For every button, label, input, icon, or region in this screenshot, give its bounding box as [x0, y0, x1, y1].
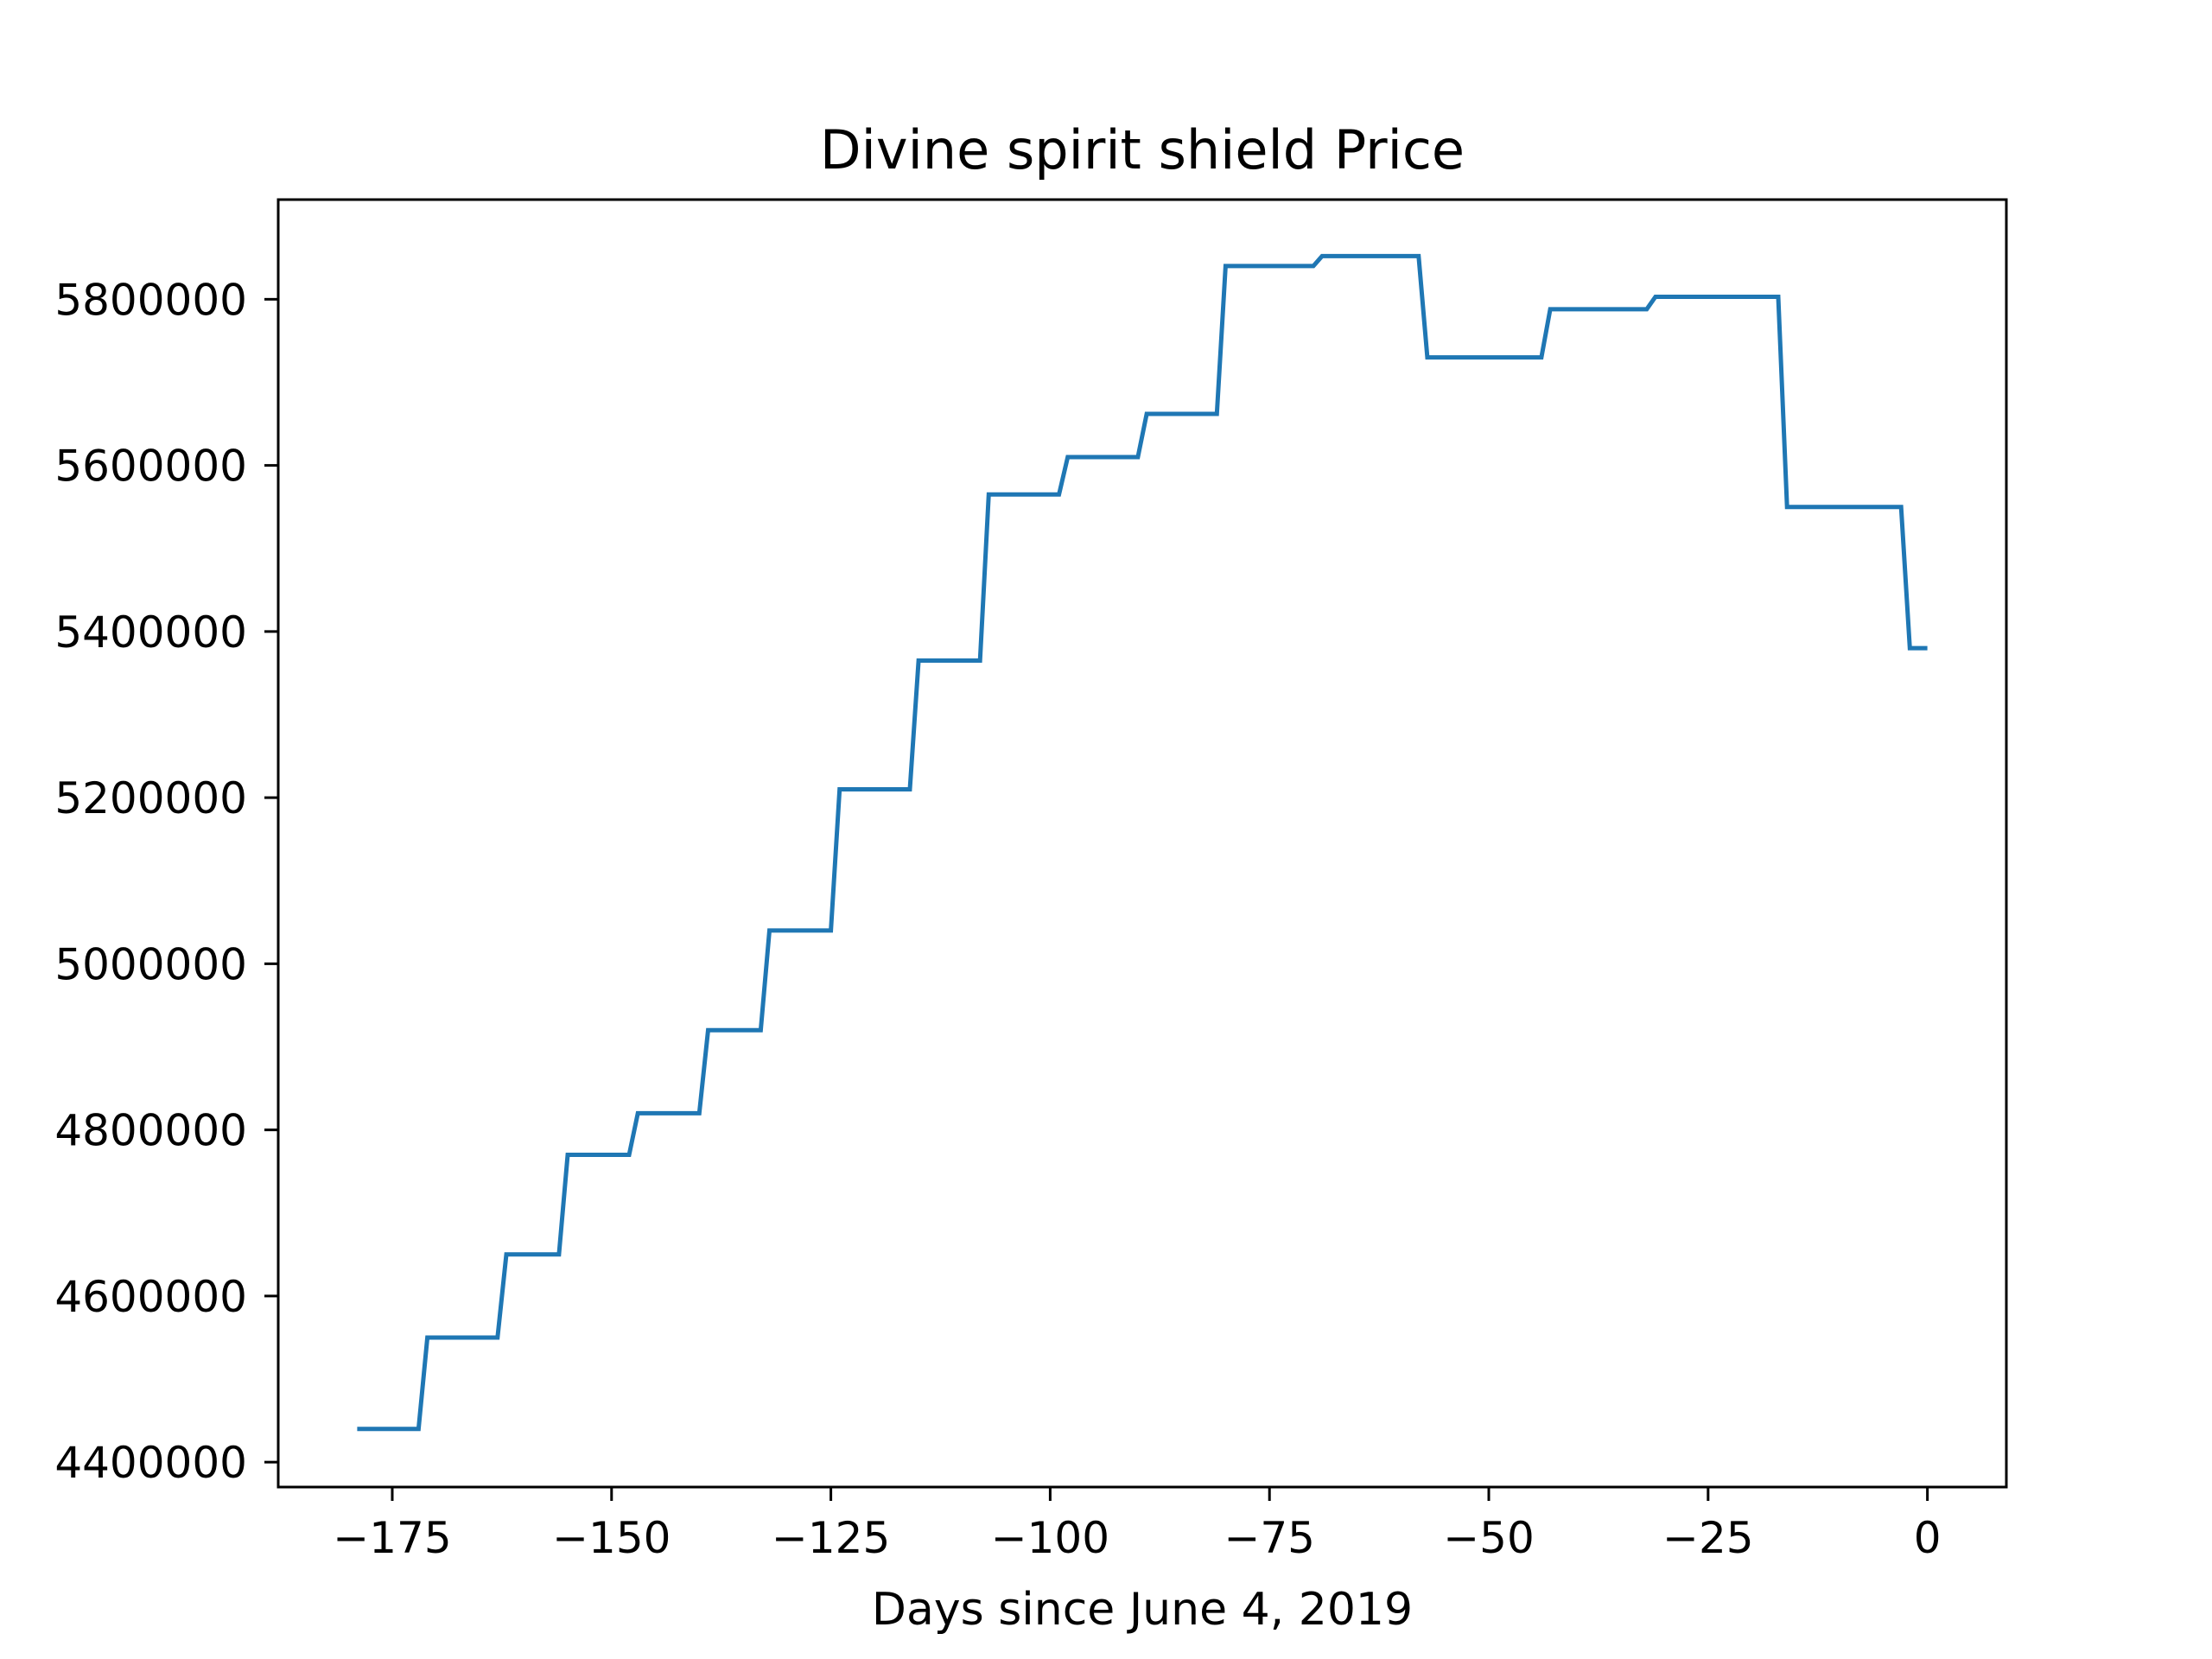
plot-background — [278, 200, 2006, 1487]
x-axis: −175 −150 −125 −100 −75 −50 −25 0 — [333, 1487, 1942, 1563]
series-layer — [357, 253, 1928, 1432]
y-tick-label: 5800000 — [54, 275, 247, 325]
x-tick-label: 0 — [1914, 1513, 1942, 1563]
y-tick-label: 4600000 — [54, 1272, 247, 1322]
chart-title: Divine spirit shield Price — [820, 118, 1465, 181]
y-tick-label: 5400000 — [54, 607, 247, 658]
series-line — [357, 253, 1928, 1432]
y-tick-label: 4400000 — [54, 1438, 247, 1488]
plot-area — [276, 198, 2008, 1489]
x-tick-label: −175 — [333, 1513, 451, 1563]
x-tick-label: −150 — [552, 1513, 671, 1563]
y-tick-label: 5200000 — [54, 773, 247, 823]
y-tick-label: 4800000 — [54, 1106, 247, 1156]
y-tick-label: 5000000 — [54, 939, 247, 989]
x-tick-label: −125 — [772, 1513, 890, 1563]
x-tick-label: −25 — [1662, 1513, 1754, 1563]
x-tick-label: −75 — [1224, 1513, 1315, 1563]
y-tick-label: 5600000 — [54, 442, 247, 492]
y-axis: 4400000 4600000 4800000 5000000 5200000 54000… — [54, 275, 278, 1488]
x-tick-label: −50 — [1443, 1513, 1535, 1563]
x-tick-label: −100 — [991, 1513, 1109, 1563]
plot-frame — [276, 198, 2008, 1489]
x-axis-label: Days since June 4, 2019 — [872, 1584, 1413, 1636]
